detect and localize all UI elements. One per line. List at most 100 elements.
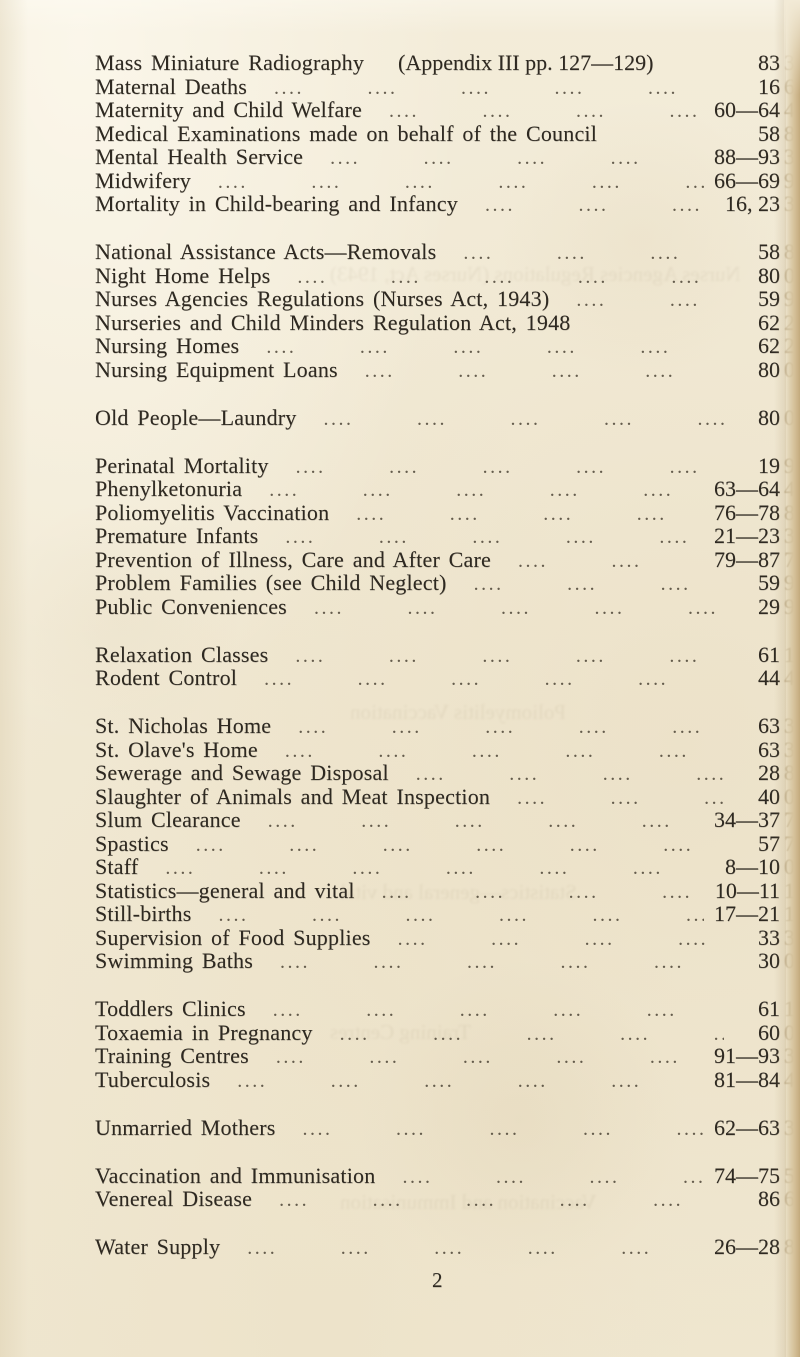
entry-title: Water Supply <box>95 1234 221 1259</box>
entry-pages: 34—37 <box>714 807 780 832</box>
index-entry: Premature Infants .... .... .... .... ..… <box>95 524 795 548</box>
entry-pages: 63 <box>758 736 780 762</box>
entry-title: Mortality in Child-bearing and Infancy <box>95 191 458 216</box>
entry-title: Problem Families (see Child Neglect) <box>95 570 447 595</box>
index-entry: Statistics—general and vital .... .... .… <box>95 878 795 903</box>
dot-leader: .... .... .... .... .... .... .... .... … <box>218 904 704 926</box>
index-entry: Mass Miniature Radiography (Appendix III… <box>95 50 795 75</box>
entry-pages: 8—10 <box>725 854 780 879</box>
entry-pages: 62 <box>758 309 780 335</box>
dot-leader: .... .... .... .... .... .... .... .... … <box>313 596 724 619</box>
dot-leader: .... .... .... .... .... .... .... .... … <box>165 857 715 879</box>
entry-title: Old People—Laundry <box>95 404 297 430</box>
dot-leader: .... .... .... .... .... .... .... .... … <box>297 265 724 288</box>
entry-pages: 81—84 <box>714 1066 780 1092</box>
entry-title: Poliomyelitis Vaccination <box>95 499 330 525</box>
dot-leader: .... .... .... .... .... .... .... .... … <box>576 289 724 311</box>
entry-pages: 30 <box>758 948 780 973</box>
entry-title: Sewerage and Sewage Disposal <box>95 760 389 785</box>
index-group: Unmarried Mothers .... .... .... .... ..… <box>95 1114 795 1140</box>
dot-leader: .... .... .... .... .... .... .... .... … <box>298 716 724 738</box>
entry-pages: 44 <box>758 665 780 690</box>
entry-pages: 83 <box>758 50 780 75</box>
index-entry: Public Conveniences .... .... .... .... … <box>95 593 795 619</box>
index-entry: Water Supply .... .... .... .... .... ..… <box>95 1234 795 1259</box>
entry-pages: 16 <box>758 73 780 99</box>
index-entry: Poliomyelitis Vaccination .... .... ....… <box>95 499 795 525</box>
entry-pages: 58 <box>758 120 780 146</box>
index-entry: Mental Health Service .... .... .... ...… <box>95 144 795 169</box>
dot-leader: .... .... .... .... .... .... .... .... … <box>381 880 705 903</box>
entry-pages: 57 <box>758 830 780 856</box>
dot-leader: .... .... .... .... .... .... .... .... … <box>279 1189 724 1211</box>
index-entry: Training Centres .... .... .... .... ...… <box>95 1044 795 1068</box>
entry-pages: 19 <box>758 452 780 478</box>
entry-note: (Appendix III pp. 127—129) <box>398 50 654 75</box>
entry-title: Nursing Homes <box>95 333 240 358</box>
index-entry: Medical Examinations made on behalf of t… <box>95 120 795 146</box>
index-entry: Toddlers Clinics .... .... .... .... ...… <box>95 996 795 1021</box>
entry-title: Swimming Baths <box>95 948 253 973</box>
dot-leader: .... .... .... .... .... .... .... .... … <box>518 549 704 572</box>
entry-title: St. Nicholas Home <box>95 713 272 738</box>
dot-leader: .... .... .... .... .... .... .... .... … <box>274 76 724 99</box>
entry-title: Toxaemia in Pregnancy <box>95 1019 313 1045</box>
dot-leader: .... .... .... .... .... .... .... .... … <box>280 951 724 973</box>
dot-leader: .... .... .... .... .... .... .... .... … <box>356 502 704 525</box>
dot-leader: .... .... .... .... .... .... .... .... … <box>275 1046 704 1068</box>
entry-title: National Assistance Acts—Removals <box>95 239 437 264</box>
entry-pages: 61 <box>758 996 780 1021</box>
index-entry: St. Olave's Home .... .... .... .... ...… <box>95 736 795 762</box>
entry-title: Spastics <box>95 830 169 856</box>
dot-leader: .... .... .... .... .... .... .... .... … <box>339 1022 724 1045</box>
dot-leader: .... .... .... .... .... .... .... .... … <box>402 1165 704 1188</box>
entry-pages: 66—69 <box>714 167 780 193</box>
dot-leader: .... .... .... .... .... .... .... .... … <box>397 927 724 950</box>
index-entry: Nurses Agencies Regulations (Nurses Act,… <box>95 286 795 311</box>
index-group: Relaxation Classes .... .... .... .... .… <box>95 642 795 690</box>
index-group: Water Supply .... .... .... .... .... ..… <box>95 1234 795 1259</box>
entry-pages: 88—93 <box>714 144 780 169</box>
dot-leader: .... .... .... .... .... .... .... .... … <box>484 194 715 216</box>
index-entry: Rodent Control .... .... .... .... .... … <box>95 665 795 690</box>
entry-title: Staff <box>95 854 139 879</box>
entry-title: Mental Health Service <box>95 144 304 169</box>
index-group: Vaccination and Immunisation .... .... .… <box>95 1162 795 1211</box>
entry-title: Public Conveniences <box>95 593 287 619</box>
entry-pages: 62—63 <box>714 1114 780 1140</box>
index-group: St. Nicholas Home .... .... .... .... ..… <box>95 713 795 973</box>
dot-leader: .... .... .... .... .... .... .... .... … <box>247 1237 704 1259</box>
entry-pages: 58 <box>758 239 780 264</box>
dot-leader: .... .... .... .... .... .... .... .... … <box>463 242 724 264</box>
index-entry: St. Nicholas Home .... .... .... .... ..… <box>95 713 795 738</box>
dot-leader: .... .... .... .... .... .... .... .... … <box>195 833 724 856</box>
dot-leader: .... .... .... .... .... .... .... .... … <box>364 359 724 382</box>
entry-pages: 80 <box>758 356 780 382</box>
dot-leader: .... .... .... .... .... .... .... .... … <box>295 644 724 667</box>
entry-pages: 74—75 <box>714 1162 780 1188</box>
entry-title: Still-births <box>95 901 192 926</box>
entry-pages: 86 <box>758 1186 780 1211</box>
index-list: Mass Miniature Radiography (Appendix III… <box>0 51 800 1259</box>
dot-leader: .... .... .... .... .... .... .... .... … <box>272 999 724 1021</box>
dot-leader: .... .... .... .... .... .... .... .... … <box>517 786 724 809</box>
entry-title: Venereal Disease <box>95 1186 253 1211</box>
entry-title: Perinatal Mortality <box>95 452 269 478</box>
entry-pages: 59 <box>758 570 780 595</box>
entry-title: Mass Miniature Radiography <box>95 50 365 75</box>
index-entry: Spastics .... .... .... .... .... .... .… <box>95 830 795 856</box>
index-entry: Maternity and Child Welfare .... .... ..… <box>95 97 795 122</box>
entry-pages: 16, 23 <box>725 191 780 216</box>
entry-title: Maternity and Child Welfare <box>95 97 362 122</box>
page-number: 2 <box>432 1268 443 1292</box>
index-entry: Perinatal Mortality .... .... .... .... … <box>95 452 795 478</box>
entry-title: Nurseries and Child Minders Regulation A… <box>95 309 571 335</box>
entry-pages: 59 <box>758 286 780 311</box>
index-entry: Toxaemia in Pregnancy .... .... .... ...… <box>95 1019 795 1045</box>
dot-leader: .... .... .... .... .... .... .... .... … <box>330 147 704 169</box>
dot-leader: .... .... .... .... .... .... .... .... … <box>473 573 724 595</box>
entry-pages: 26—28 <box>714 1234 780 1259</box>
entry-title: Maternal Deaths <box>95 73 247 99</box>
index-entry: Unmarried Mothers .... .... .... .... ..… <box>95 1114 795 1140</box>
